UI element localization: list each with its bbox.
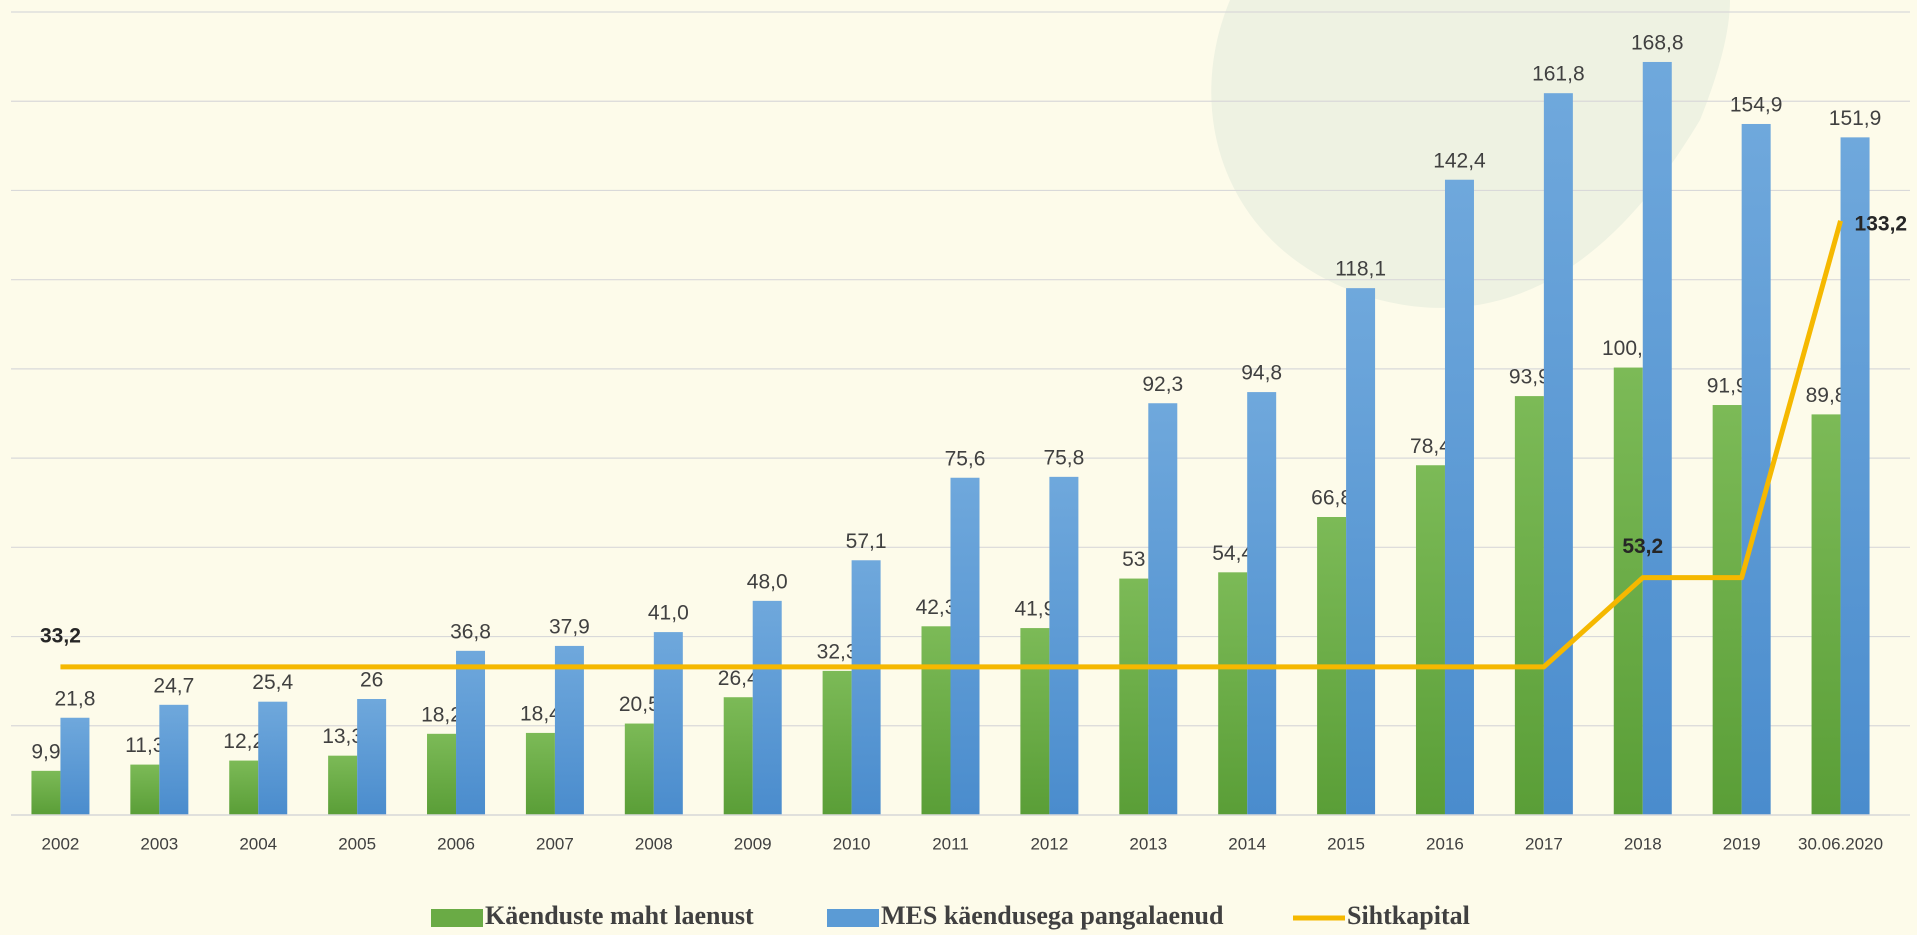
chart: 2002 2003 2004 2005 2006 2007 2008 2009 2010 2011… [0,0,1917,935]
bar [258,702,287,815]
bar [1544,93,1573,815]
x-tick-label: 2010 [833,834,871,853]
data-label: 41,0 [648,602,689,625]
bar [951,478,980,815]
legend-swatch [827,909,879,927]
data-label: 41,9 [1014,598,1055,621]
legend-swatch [431,909,483,927]
bar [1742,124,1771,815]
bar [922,626,951,815]
data-label: 48,0 [747,570,788,593]
data-label: 89,8 [1806,384,1847,407]
data-label: 32,3 [817,640,858,663]
data-label: 20,5 [619,693,660,716]
bar [625,724,654,815]
bar [852,560,881,815]
legend-label: Sihtkapital [1347,901,1470,930]
bar [1346,288,1375,815]
data-label: 53 [1122,548,1145,571]
x-tick-label: 2012 [1030,834,1068,853]
line-label: 33,2 [40,624,81,647]
bar [1247,392,1276,815]
data-label: 26 [360,669,383,692]
x-tick-label: 2011 [932,834,969,853]
data-label: 24,7 [153,674,194,697]
data-label: 168,8 [1631,32,1684,55]
data-label: 66,8 [1311,487,1352,510]
x-tick-label: 2013 [1129,834,1167,853]
data-label: 93,9 [1509,366,1550,389]
data-label: 91,9 [1707,375,1748,398]
legend-label: MES käendusega pangalaenud [881,901,1224,930]
data-label: 92,3 [1142,373,1183,396]
x-tick-label: 2019 [1723,834,1761,853]
data-label: 25,4 [252,671,293,694]
data-label: 42,3 [916,596,957,619]
data-label: 11,3 [125,734,164,757]
bar [1020,628,1049,815]
bar [1218,572,1247,815]
bar [31,771,60,815]
bar [555,646,584,815]
data-label: 37,9 [549,615,590,638]
bar [159,705,188,815]
x-tick-label: 2008 [635,834,673,853]
bar [1515,396,1544,815]
x-tick-label: 2016 [1426,834,1464,853]
bar [328,756,357,815]
bar [1416,465,1445,815]
x-tick-label: 2009 [734,834,772,853]
bar [357,699,386,815]
line-label: 133,2 [1855,212,1908,235]
bar [1119,579,1148,815]
data-label: 118,1 [1335,258,1386,281]
x-tick-label: 2017 [1525,834,1563,853]
x-tick-label: 2002 [42,834,80,853]
data-label: 75,6 [945,447,986,470]
x-tick-label: 2003 [140,834,178,853]
data-label: 94,8 [1241,362,1282,385]
data-label: 142,4 [1433,149,1486,172]
bar [456,651,485,815]
data-label: 151,9 [1829,107,1882,130]
bar [427,734,456,815]
legend: Käenduste maht laenust MES käendusega pan… [431,901,1470,930]
bar [654,632,683,815]
data-label: 161,8 [1532,63,1585,86]
line-label: 53,2 [1622,535,1663,558]
x-tick-label: 2014 [1228,834,1266,853]
data-label: 13,3 [322,725,363,748]
bar [1148,403,1177,815]
bar [1049,477,1078,815]
data-label: 36,8 [450,620,491,643]
bar [229,761,258,815]
bar [753,601,782,815]
bar [1812,414,1841,815]
x-tick-label: 2018 [1624,834,1662,853]
bar [1841,137,1870,815]
legend-label: Käenduste maht laenust [485,901,754,930]
bar [724,697,753,815]
data-label: 75,8 [1043,446,1084,469]
data-label: 9,9 [31,740,60,763]
x-tick-label: 2004 [239,834,277,853]
data-label: 57,1 [846,530,887,553]
bar [823,671,852,815]
data-label: 12,2 [223,730,264,753]
x-tick-label: 2006 [437,834,475,853]
data-label: 21,8 [55,687,96,710]
data-label: 154,9 [1730,94,1783,117]
bar [1643,62,1672,815]
bar [1445,180,1474,815]
bar [1713,405,1742,815]
x-tick-label: 2015 [1327,834,1365,853]
bar [60,718,89,815]
bar [130,765,159,815]
x-tick-label: 30.06.2020 [1798,834,1883,853]
page: {"chart_data": {"type": "bar", "categori… [0,0,1917,935]
bar [526,733,555,815]
x-tick-label: 2007 [536,834,574,853]
data-label: 18,2 [421,703,462,726]
x-tick-label: 2005 [338,834,376,853]
